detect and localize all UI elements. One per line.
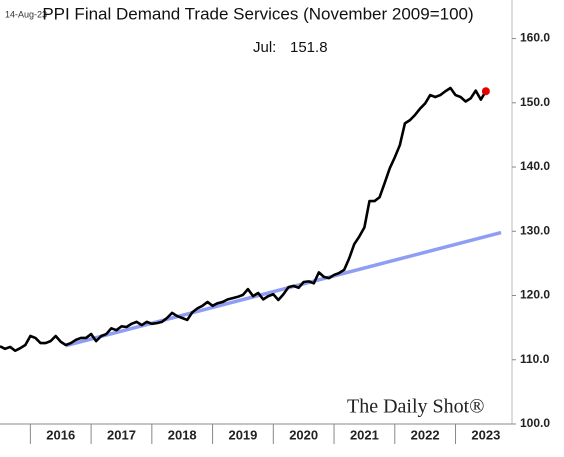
y-tick-label: 140.0 [520, 159, 550, 173]
annotation-value: 151.8 [290, 39, 328, 56]
date: 14-Aug-23 [5, 9, 47, 19]
x-tick-label: 2022 [411, 427, 440, 442]
y-tick-label: 130.0 [520, 223, 550, 237]
x-tick-label: 2016 [46, 427, 75, 442]
line-series [65, 230, 502, 348]
line-series [0, 86, 487, 353]
y-tick-label: 120.0 [520, 288, 550, 302]
x-tick-label: 2019 [228, 427, 257, 442]
chart-title: PPI Final Demand Trade Services (Novembe… [42, 4, 473, 23]
watermark: The Daily Shot® [347, 396, 484, 418]
last-point [481, 87, 490, 96]
y-tick-label: 100.0 [520, 416, 550, 430]
y-tick-label: 110.0 [520, 352, 550, 366]
annotation-label: Jul: [253, 39, 276, 56]
y-tick-label: 160.0 [520, 31, 550, 45]
x-tick-label: 2017 [107, 427, 136, 442]
x-tick-label: 2021 [350, 427, 379, 442]
x-tick-label: 2020 [289, 427, 318, 442]
x-tick-label: 2023 [471, 427, 500, 442]
y-tick-label: 150.0 [520, 95, 550, 109]
x-tick-label: 2018 [168, 427, 197, 442]
